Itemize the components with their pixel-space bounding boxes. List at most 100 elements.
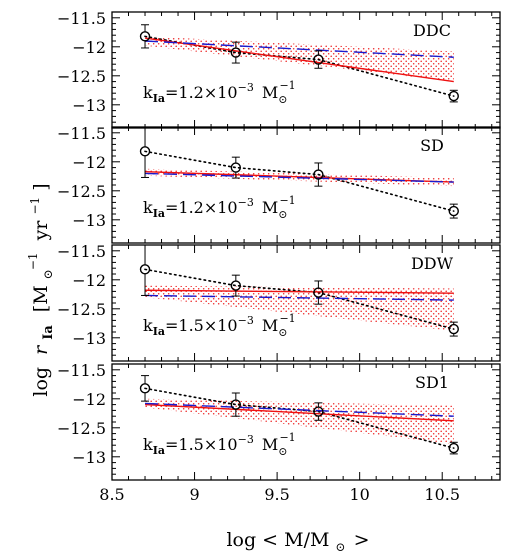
x-tick-label: 9.5 [264,485,289,504]
panel-label: DDC [413,21,451,40]
x-tick-label: 9 [189,485,199,504]
panel-label: SD1 [415,373,449,392]
panel-ddc: −11.5 −12 −12.5 −13 DDC kIa=1.2×10−3 M⊙−1 [57,9,501,129]
panel-label: DDW [411,254,454,273]
panel-plot-area [139,24,459,103]
model-solid-line [144,37,454,83]
k-annotation: kIa=1.2×10−3 M⊙−1 [143,194,296,221]
y-axis-label: log r Ia [M ⊙ −1 yr −1 ] [20,183,57,396]
k-symbol: k [143,198,153,217]
k-unit-exponent: −1 [279,431,295,444]
x-tick-label: 8.5 [99,485,124,504]
k-unit-exponent: −1 [279,79,295,92]
x-tick-labels: 8.5 9 9.5 10 10.5 [99,485,460,504]
data-point [313,406,324,417]
k-unit-exponent: −1 [279,312,295,325]
y-tick-label: −11.5 [57,242,106,261]
observed-dotted-line [144,268,455,330]
x-tick-label: 10.5 [424,485,460,504]
data-point [448,90,459,102]
data-point [448,205,459,217]
y-tick-label: −11.5 [57,361,106,380]
y-tick-label: −12 [72,38,106,57]
model-solid-line [144,403,454,422]
ylabel-r: r [30,344,52,355]
y-tick-label: −12.5 [57,182,106,201]
data-point [313,54,324,65]
y-tick-label: −12.5 [57,419,106,438]
k-subscript: Ia [153,325,165,338]
k-exponent: −3 [238,433,254,446]
k-value: =1.2×10 [165,198,238,217]
model-solid-line [145,289,454,294]
observed-dotted-line [144,387,455,449]
ylabel-log: log [30,367,52,397]
data-point [313,169,324,180]
k-unit-sun: ⊙ [278,326,287,339]
y-tick-label: −12 [72,271,106,290]
y-tick-label: −12.5 [57,67,106,86]
ylabel-yr: yr [30,220,52,242]
k-unit-exponent: −1 [279,194,295,207]
k-exponent: −3 [238,196,254,209]
y-tick-label: −12 [72,390,106,409]
k-exponent: −3 [238,81,254,94]
y-tick-label: −11.5 [57,9,106,28]
y-tick-label: −13 [72,448,106,467]
y-tick-label: −13 [72,329,106,348]
k-unit: M [262,316,278,335]
data-point [313,287,324,298]
k-unit-sun: ⊙ [278,93,287,106]
panel-plot-area [139,245,459,337]
ylabel-unit-open: [M [30,285,52,312]
k-value: =1.5×10 [165,435,238,454]
data-point [230,280,242,291]
y-tick-label: −13 [72,96,106,115]
model-dashed-line [144,40,454,58]
panel-sd1: −11.5 −12 −12.5 −13 SD1 kIa=1.5×10−3 M⊙−1 [57,361,501,481]
ylabel-unit-close: ] [30,183,52,190]
k-annotation: kIa=1.2×10−3 M⊙−1 [143,79,296,106]
k-subscript: Ia [153,207,165,220]
ylabel-sun-symbol: ⊙ [41,269,55,279]
x-tick-label: 10 [349,485,369,504]
data-point [139,146,151,157]
data-point [448,442,459,454]
xlabel-text: log < M/M [226,529,329,551]
xlabel-close: > [354,529,370,551]
xlabel-sun-symbol: ⊙ [336,540,346,554]
y-tick-label: −13 [72,211,106,230]
k-unit: M [262,83,278,102]
x-axis-label: log < M/M ⊙ > [226,529,369,556]
k-unit-sun: ⊙ [278,445,287,458]
y-tick-label: −12.5 [57,300,106,319]
k-annotation: kIa=1.5×10−3 M⊙−1 [143,312,296,339]
ylabel-exponent-1: −1 [26,252,40,270]
k-exponent: −3 [238,314,254,327]
observed-dotted-line [144,150,455,212]
ylabel-exponent-2: −1 [28,197,42,215]
data-point [139,264,151,275]
k-annotation: kIa=1.5×10−3 M⊙−1 [143,431,296,458]
k-unit: M [262,435,278,454]
uncertainty-band [145,398,454,445]
k-symbol: k [143,316,153,335]
data-point [139,383,151,394]
data-point [230,399,242,410]
k-symbol: k [143,83,153,102]
data-point [448,323,459,335]
k-value: =1.2×10 [165,83,238,102]
panel-plot-area [139,375,459,455]
model-dashed-line [145,294,454,301]
k-symbol: k [143,435,153,454]
data-point [230,47,242,58]
k-subscript: Ia [153,92,165,105]
data-point [139,31,151,42]
panel-ddw: −11.5 −12 −12.5 −13 DDW kIa=1.5×10−3 M⊙−1 [57,242,501,362]
data-point [230,162,242,173]
y-tick-label: −11.5 [57,124,106,143]
panel-plot-area [139,127,459,219]
panel-label: SD [420,136,444,155]
